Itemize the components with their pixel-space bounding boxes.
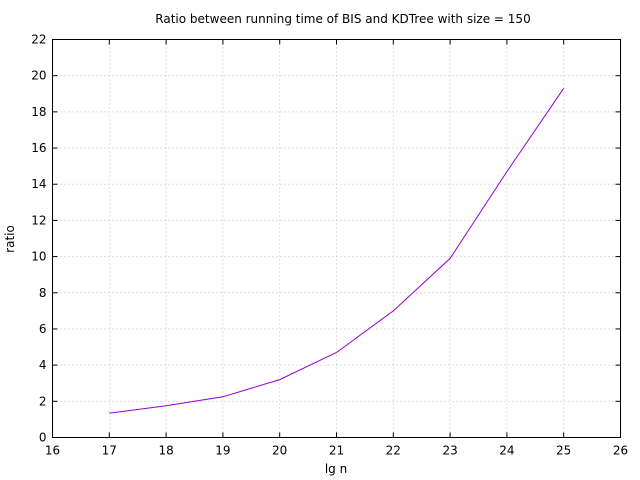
x-tick-label: 19 [215, 444, 230, 458]
y-axis-label: ratio [3, 225, 17, 253]
plot-frame [52, 39, 621, 438]
x-tick-label: 16 [45, 444, 60, 458]
data-series [109, 88, 565, 414]
y-tick-label: 0 [39, 431, 47, 445]
series-line [109, 88, 565, 414]
x-tick-label: 23 [442, 444, 457, 458]
y-tick-label: 12 [31, 213, 46, 227]
y-tick-label: 10 [31, 250, 46, 264]
x-tick-label: 20 [272, 444, 287, 458]
x-tick-label: 21 [329, 444, 344, 458]
x-tick-label: 18 [158, 444, 173, 458]
x-tick-label: 17 [102, 444, 117, 458]
y-tick-label: 8 [39, 286, 47, 300]
x-tick-label: 24 [499, 444, 514, 458]
x-tick-label: 25 [556, 444, 571, 458]
y-tick-label: 14 [31, 177, 46, 191]
x-axis-label: lg n [325, 462, 347, 476]
grid-lines [52, 39, 621, 438]
y-tick-label: 2 [39, 394, 47, 408]
y-tick-label: 22 [31, 33, 46, 47]
y-tick-label: 6 [39, 322, 47, 336]
y-tick-label: 16 [31, 141, 46, 155]
y-tick-label: 4 [39, 358, 47, 372]
x-tick-label: 26 [613, 444, 628, 458]
y-tick-label: 20 [31, 69, 46, 83]
x-tick-label: 22 [386, 444, 401, 458]
axis-ticks: 16 17 18 19 20 21 22 23 24 25 26024681012141618202… [31, 33, 628, 458]
chart-title: Ratio between running time of BIS and KD… [155, 12, 530, 26]
y-tick-label: 18 [31, 105, 46, 119]
